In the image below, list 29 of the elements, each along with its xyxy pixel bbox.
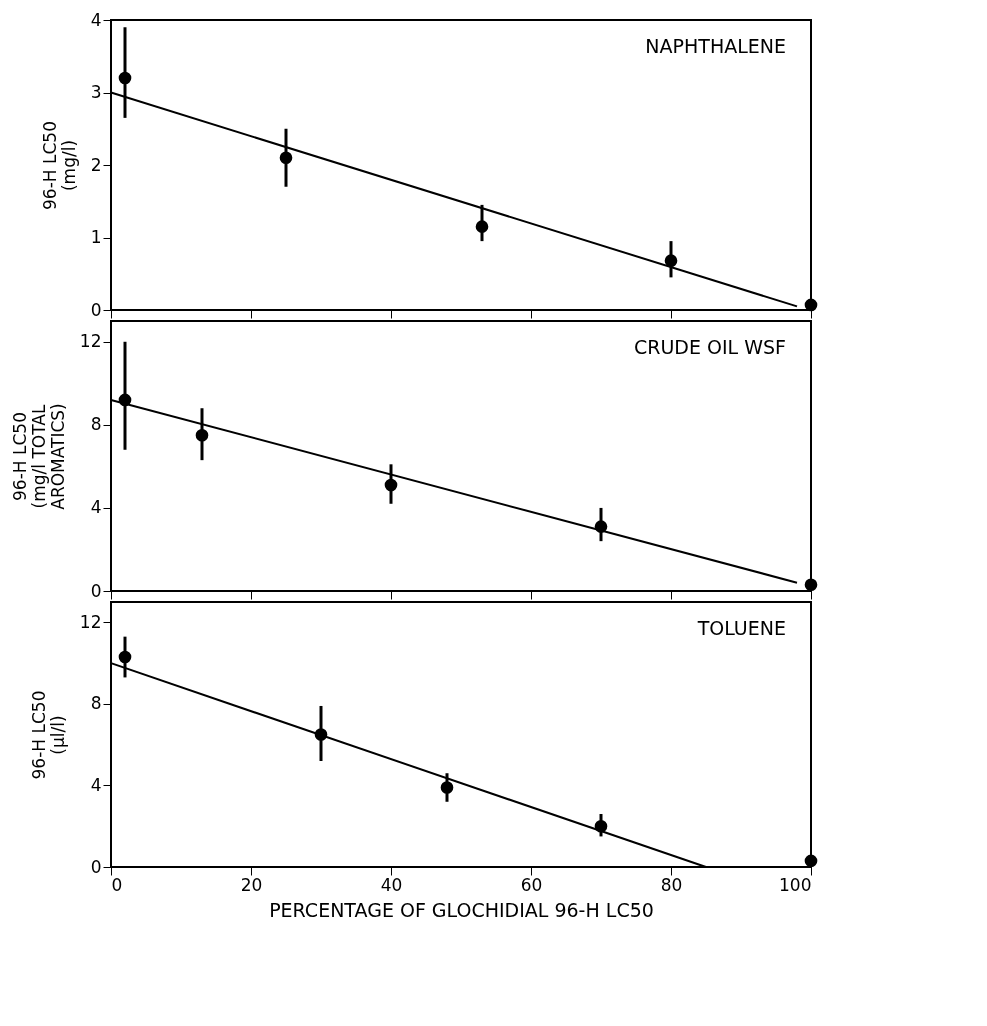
x-tick-label: 0	[111, 874, 123, 895]
point	[804, 578, 818, 592]
y-tick-label: 0	[90, 299, 102, 320]
y-axis-title: 96-H LC50 (µl/l)	[28, 690, 68, 780]
x-tick-label: 60	[520, 874, 543, 895]
x-tick-label: 80	[660, 874, 683, 895]
y-tick-label: 1	[90, 227, 102, 247]
y-tick-label: 4	[90, 497, 102, 518]
y-tick-label: 8	[90, 693, 102, 714]
y-tick-label: 12	[79, 611, 102, 632]
y-tick-label: 4	[90, 9, 102, 30]
y-tick-label: 8	[90, 414, 102, 435]
point	[804, 298, 818, 312]
y-tick-label: 2	[90, 154, 102, 175]
annotation: NAPHTHALENE	[645, 35, 786, 57]
y-tick-label: 0	[90, 856, 102, 877]
y-axis-title: 96-H LC50 (mg/l TOTAL AROMATICS)	[9, 403, 68, 510]
point	[804, 854, 818, 868]
x-tick-label: 40	[380, 874, 403, 895]
y-axis-title: 96-H LC50 (mg/l)	[39, 121, 79, 210]
x-axis-title: PERCENTAGE OF GLOCHIDIAL 96-H LC50	[269, 898, 654, 921]
annotation: TOLUENE	[696, 617, 786, 639]
annotation: CRUDE OIL WSF	[633, 336, 786, 358]
y-tick-label: 0	[90, 580, 102, 601]
y-tick-label: 4	[90, 774, 102, 795]
x-tick-label: 20	[240, 874, 263, 895]
x-tick-label: 100	[779, 874, 812, 895]
y-tick-label: 12	[79, 331, 102, 352]
y-tick-label: 3	[90, 82, 102, 102]
